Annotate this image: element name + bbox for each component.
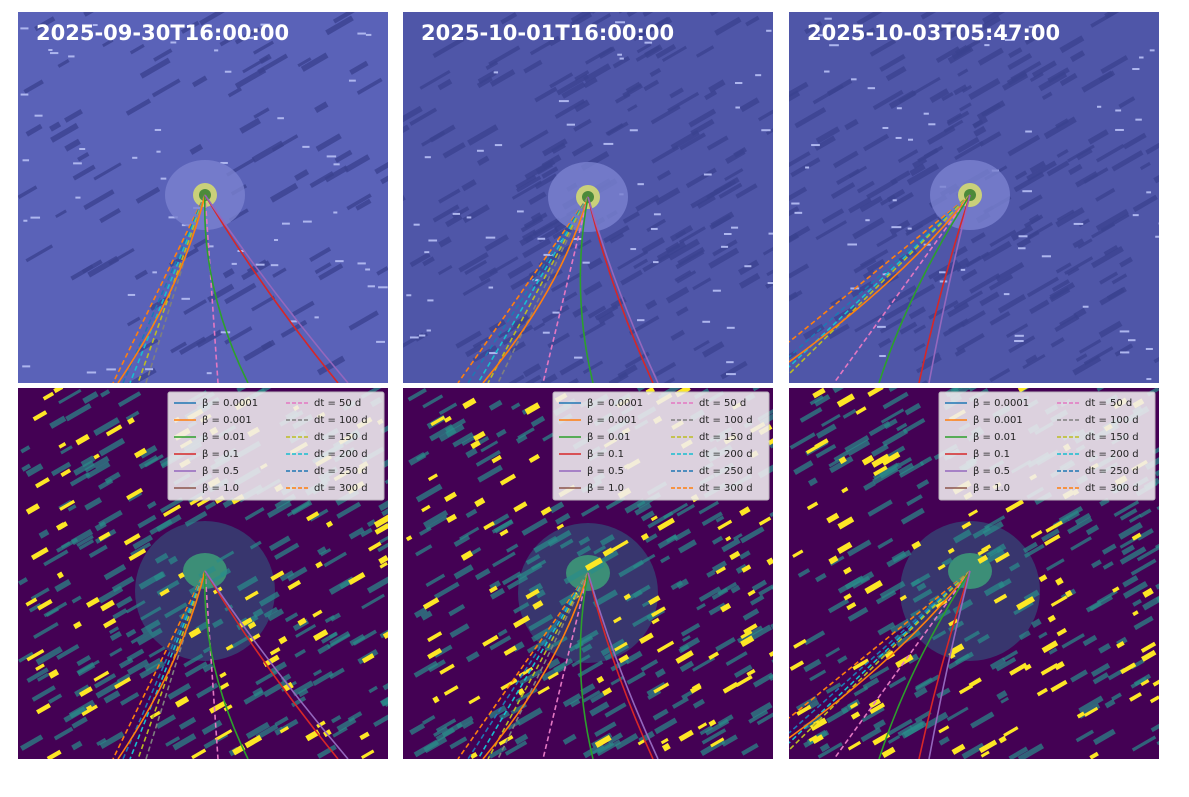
legend-label: dt = 50 d — [314, 398, 361, 409]
syndyne-curve — [878, 194, 971, 383]
legend-label: β = 1.0 — [587, 483, 624, 494]
legend-label: β = 0.1 — [973, 449, 1010, 460]
legend-label: dt = 250 d — [1085, 466, 1139, 477]
syndyne-curve — [789, 570, 971, 719]
syndyne-curve — [204, 570, 349, 759]
legend-label: dt = 100 d — [699, 415, 753, 426]
syndyne-curve — [129, 194, 206, 383]
panel-image: β = 0.0001 β = 0.001 β = 0.01 β = 0.1 β = 0.… — [403, 388, 773, 759]
syndyne-curve — [878, 570, 971, 759]
legend-label: β = 0.1 — [202, 449, 239, 460]
timestamp: 2025-09-30T16:00:00 — [36, 21, 289, 45]
syndyne-curve — [145, 570, 206, 759]
legend-box — [167, 391, 385, 501]
syndyne-curve — [587, 572, 659, 759]
legend-label: β = 0.5 — [973, 466, 1010, 477]
syndyne-curve — [457, 196, 589, 383]
syndyne-curve — [477, 572, 589, 759]
syndyne-curve — [112, 570, 206, 759]
timestamp: 2025-10-01T16:00:00 — [421, 21, 674, 45]
syndyne-curve — [477, 196, 589, 383]
legend-label: β = 0.001 — [587, 415, 637, 426]
legend-label: β = 0.1 — [587, 449, 624, 460]
syndyne-curve — [918, 570, 971, 759]
syndyne-curve — [789, 194, 971, 343]
legend-label: dt = 300 d — [1085, 483, 1139, 494]
legend-label: β = 0.01 — [202, 432, 245, 443]
syndyne-curve — [117, 194, 206, 383]
legend-label: dt = 150 d — [1085, 432, 1139, 443]
legend-label: β = 0.01 — [587, 432, 630, 443]
syndyne-curve — [482, 196, 589, 383]
syndyne-curve — [789, 194, 971, 363]
panel-image: 2025-10-03T05:47:00 — [789, 12, 1159, 383]
syndyne-curve — [203, 194, 249, 383]
legend-label: β = 1.0 — [973, 483, 1010, 494]
syndyne-curve — [497, 572, 589, 759]
syndyne-curve — [145, 194, 206, 383]
legend-label: dt = 50 d — [699, 398, 746, 409]
legend: β = 0.0001 β = 0.001 β = 0.01 β = 0.1 β = 0.… — [167, 391, 385, 501]
syndyne-curve — [457, 572, 589, 759]
syndyne-curve — [833, 194, 971, 383]
syndyne-curve — [117, 570, 206, 759]
syndyne-curve — [833, 570, 971, 759]
panel-image: 2025-09-30T16:00:00 — [18, 12, 388, 383]
syndyne-curve — [579, 196, 594, 383]
legend-label: dt = 150 d — [699, 432, 753, 443]
legend-label: dt = 50 d — [1085, 398, 1132, 409]
legend-label: dt = 200 d — [699, 449, 753, 460]
syndyne-curve — [204, 194, 339, 383]
legend-label: dt = 250 d — [699, 466, 753, 477]
syndyne-curve — [789, 570, 971, 734]
legend-label: β = 0.01 — [973, 432, 1016, 443]
timestamp: 2025-10-03T05:47:00 — [807, 21, 1060, 45]
syndyne-curve — [204, 570, 339, 759]
legend-label: β = 0.0001 — [973, 398, 1029, 409]
panel-image: 2025-10-01T16:00:00 — [403, 12, 773, 383]
legend-label: β = 0.5 — [202, 466, 239, 477]
legend-box — [938, 391, 1156, 501]
syndyne-curve — [497, 196, 589, 383]
legend: β = 0.0001 β = 0.001 β = 0.01 β = 0.1 β = 0.… — [552, 391, 770, 501]
syndyne-curve — [928, 194, 971, 383]
syndyne-curve — [587, 196, 654, 383]
legend-label: dt = 100 d — [314, 415, 368, 426]
syndyne-curve — [129, 570, 206, 759]
panel-image: β = 0.0001 β = 0.001 β = 0.01 β = 0.1 β = 0.… — [18, 388, 388, 759]
legend-label: dt = 300 d — [314, 483, 368, 494]
legend-label: dt = 200 d — [314, 449, 368, 460]
syndyne-curve — [467, 572, 589, 759]
syndyne-curve — [482, 572, 589, 759]
legend-box — [552, 391, 770, 501]
syndyne-curve — [542, 196, 589, 383]
syndyne-curve — [204, 194, 349, 383]
legend-label: β = 0.5 — [587, 466, 624, 477]
legend-label: β = 0.001 — [202, 415, 252, 426]
syndyne-curve — [203, 570, 249, 759]
legend-label: dt = 150 d — [314, 432, 368, 443]
syndyne-curve — [587, 196, 659, 383]
legend-label: β = 0.0001 — [202, 398, 258, 409]
syndyne-curve — [918, 194, 971, 383]
syndyne-curve — [467, 196, 589, 383]
syndyne-curve — [112, 194, 206, 383]
syndyne-curve — [789, 194, 971, 358]
legend-label: dt = 100 d — [1085, 415, 1139, 426]
panel-image: β = 0.0001 β = 0.001 β = 0.01 β = 0.1 β = 0.… — [789, 388, 1159, 759]
legend-label: dt = 300 d — [699, 483, 753, 494]
syndyne-curve — [587, 572, 654, 759]
legend-label: β = 1.0 — [202, 483, 239, 494]
legend-label: β = 0.001 — [973, 415, 1023, 426]
legend-label: β = 0.0001 — [587, 398, 643, 409]
legend-label: dt = 250 d — [314, 466, 368, 477]
syndyne-curve — [579, 572, 594, 759]
syndyne-curve — [542, 572, 589, 759]
syndyne-curve — [928, 570, 971, 759]
legend: β = 0.0001 β = 0.001 β = 0.01 β = 0.1 β = 0.… — [938, 391, 1156, 501]
legend-label: dt = 200 d — [1085, 449, 1139, 460]
syndyne-curve — [789, 570, 971, 739]
